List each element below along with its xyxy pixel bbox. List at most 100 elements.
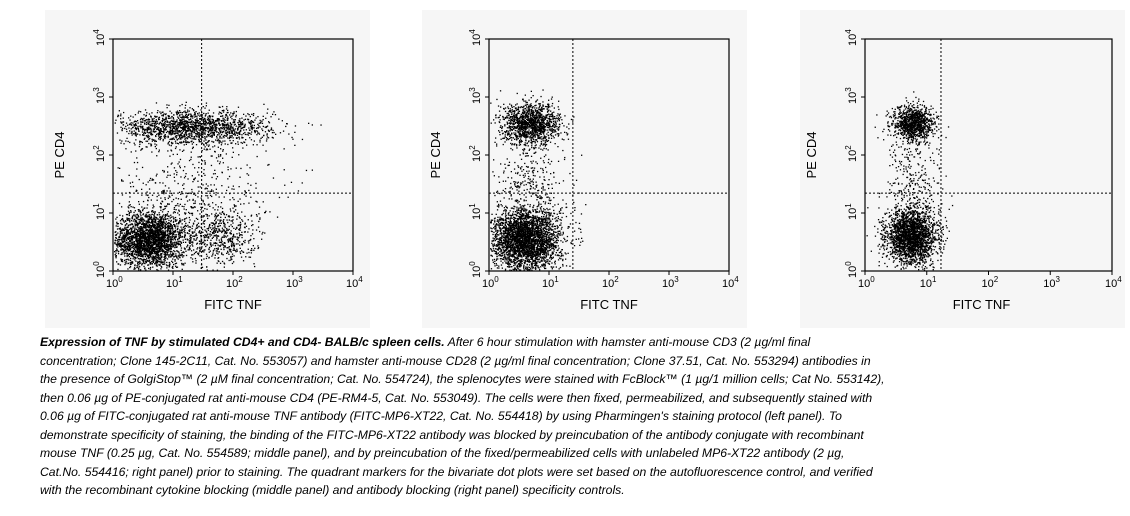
- data-point: [219, 225, 221, 227]
- data-point: [138, 264, 140, 266]
- data-point: [115, 250, 117, 252]
- data-point: [236, 250, 238, 252]
- data-point: [173, 173, 175, 175]
- data-point: [181, 268, 183, 270]
- data-point: [153, 260, 155, 262]
- data-point: [212, 120, 215, 122]
- data-point: [140, 262, 142, 264]
- data-point: [160, 137, 162, 139]
- data-point: [145, 228, 147, 230]
- data-point: [134, 220, 136, 222]
- data-point: [128, 201, 130, 203]
- data-point: [143, 230, 146, 232]
- data-point: [133, 236, 136, 239]
- data-point: [184, 129, 186, 131]
- data-point: [191, 138, 193, 140]
- data-point: [144, 267, 146, 269]
- data-point: [122, 215, 124, 217]
- data-point: [201, 250, 203, 253]
- data-point: [203, 258, 205, 260]
- data-point: [173, 127, 175, 129]
- data-point: [189, 248, 191, 250]
- data-point: [187, 192, 189, 195]
- data-point: [206, 239, 209, 241]
- data-point: [149, 248, 151, 251]
- data-point: [271, 136, 273, 139]
- data-point: [186, 126, 188, 128]
- data-point: [176, 204, 178, 207]
- data-point: [153, 250, 155, 252]
- data-point: [192, 261, 194, 263]
- data-point: [121, 260, 123, 262]
- data-point: [154, 234, 156, 237]
- data-point: [169, 236, 171, 238]
- data-point: [212, 119, 214, 121]
- data-point: [138, 228, 140, 230]
- data-point: [146, 255, 149, 257]
- data-point: [239, 131, 241, 133]
- data-point: [152, 230, 154, 233]
- data-point: [166, 176, 168, 178]
- data-point: [220, 248, 222, 250]
- data-point: [217, 257, 219, 259]
- data-point: [166, 235, 168, 237]
- data-point: [120, 118, 122, 120]
- data-point: [146, 236, 148, 238]
- data-point: [181, 228, 183, 230]
- data-point: [245, 256, 247, 258]
- data-point: [158, 118, 160, 121]
- data-point: [134, 132, 137, 134]
- data-point: [157, 251, 159, 253]
- data-point: [150, 214, 152, 216]
- data-point: [163, 241, 165, 243]
- data-point: [134, 236, 136, 239]
- data-point: [129, 123, 131, 125]
- data-point: [198, 122, 200, 124]
- data-point: [132, 235, 134, 237]
- data-point: [177, 258, 179, 260]
- data-point: [210, 122, 212, 124]
- data-point: [159, 139, 161, 141]
- data-point: [135, 139, 137, 141]
- data-point: [207, 126, 209, 129]
- data-point: [205, 149, 207, 151]
- data-point: [167, 171, 169, 173]
- data-point: [199, 134, 201, 136]
- data-point: [142, 128, 144, 131]
- data-point: [182, 239, 184, 241]
- data-point: [154, 182, 157, 184]
- data-point: [121, 230, 123, 232]
- data-point: [174, 224, 176, 226]
- data-point: [123, 246, 125, 248]
- data-point: [274, 114, 277, 116]
- data-point: [130, 186, 132, 188]
- data-point: [165, 234, 167, 237]
- data-point: [118, 242, 120, 245]
- data-point: [172, 245, 174, 247]
- data-point: [164, 118, 166, 121]
- data-point: [175, 246, 177, 248]
- data-point: [153, 242, 155, 244]
- data-point: [194, 113, 196, 115]
- data-point: [153, 240, 155, 243]
- data-point: [184, 238, 186, 240]
- data-point: [138, 248, 140, 250]
- data-point: [192, 181, 194, 183]
- data-point: [241, 219, 243, 221]
- data-point: [156, 199, 158, 201]
- data-point: [134, 120, 136, 122]
- data-point: [214, 145, 216, 147]
- data-point: [241, 211, 243, 213]
- data-point: [181, 232, 183, 234]
- data-point: [226, 118, 228, 120]
- data-point: [130, 241, 132, 243]
- data-point: [137, 209, 139, 211]
- data-point: [152, 237, 154, 240]
- data-point: [143, 207, 145, 209]
- data-point: [121, 236, 123, 238]
- data-point: [234, 128, 236, 130]
- data-point: [168, 247, 170, 249]
- data-point: [225, 108, 228, 110]
- data-point: [205, 105, 207, 107]
- data-point: [203, 127, 205, 129]
